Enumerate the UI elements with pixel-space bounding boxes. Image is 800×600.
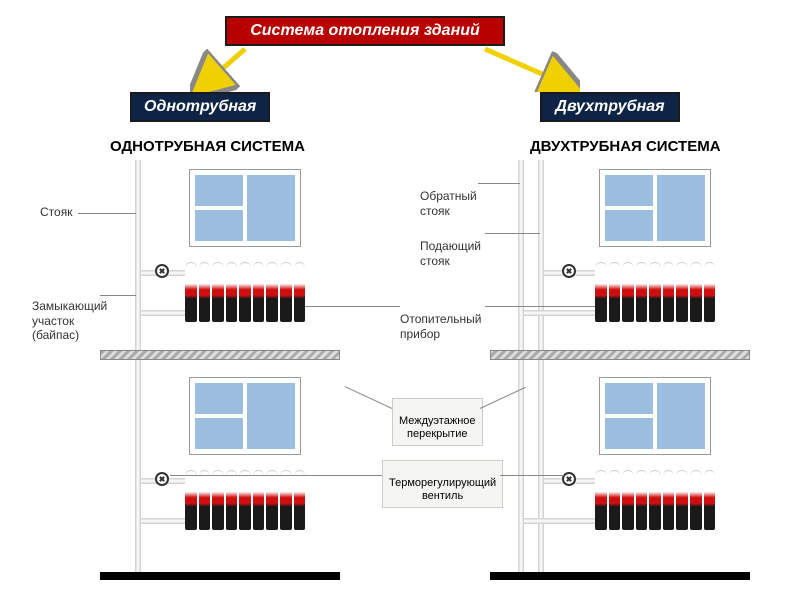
left-valve-2 [155, 472, 169, 486]
label-heater-line-l [305, 306, 400, 307]
label-riser: Стояк [40, 205, 72, 219]
label-valve-box: Терморегулирующий вентиль [382, 460, 503, 508]
label-heater: Отопительный прибор [400, 298, 481, 341]
label-floor-line-l [345, 386, 393, 409]
right-ground [490, 572, 750, 580]
left-riser [135, 160, 141, 572]
label-bypass-line [100, 295, 136, 296]
right-section-title: ДВУХТРУБНАЯ СИСТЕМА [530, 138, 721, 155]
left-pipe-bot-2 [141, 518, 185, 524]
right-radiator-1 [595, 262, 715, 322]
floor-slab-left [100, 350, 340, 360]
main-title-text: Система отопления зданий [250, 22, 480, 39]
label-heater-line-r [485, 306, 595, 307]
right-valve-1 [562, 264, 576, 278]
main-title-box: Система отопления зданий [225, 16, 505, 46]
floor-slab-right [490, 350, 750, 360]
right-branch-text: Двухтрубная [555, 98, 664, 115]
right-pipe-bot-1 [524, 310, 595, 316]
left-branch-box: Однотрубная [130, 92, 270, 122]
left-radiator-1 [185, 262, 305, 322]
right-window-2 [600, 378, 710, 454]
right-pipe-bot-2 [524, 518, 595, 524]
right-valve-2 [562, 472, 576, 486]
arrow-left [190, 44, 250, 92]
label-riser-line [78, 213, 136, 214]
left-radiator-2 [185, 470, 305, 530]
right-riser-return [518, 160, 524, 572]
label-return-line [478, 183, 520, 184]
label-bypass: Замыкающий участок (байпас) [32, 285, 107, 343]
right-radiator-2 [595, 470, 715, 530]
label-valve-line-l [170, 475, 382, 476]
label-return-riser: Обратный стояк [420, 175, 477, 218]
right-branch-box: Двухтрубная [540, 92, 680, 122]
left-ground [100, 572, 340, 580]
left-branch-text: Однотрубная [144, 98, 256, 115]
label-valve-line-r [500, 475, 564, 476]
left-window-2 [190, 378, 300, 454]
left-section-title: ОДНОТРУБНАЯ СИСТЕМА [110, 138, 305, 155]
left-window-1 [190, 170, 300, 246]
left-valve-1 [155, 264, 169, 278]
left-pipe-bot-1 [141, 310, 185, 316]
label-floor-box: Междуэтажное перекрытие [392, 398, 483, 446]
arrow-right [480, 44, 580, 92]
right-riser-supply [538, 160, 544, 572]
label-supply-riser: Подающий стояк [420, 225, 481, 268]
label-supply-line [485, 233, 540, 234]
right-window-1 [600, 170, 710, 246]
